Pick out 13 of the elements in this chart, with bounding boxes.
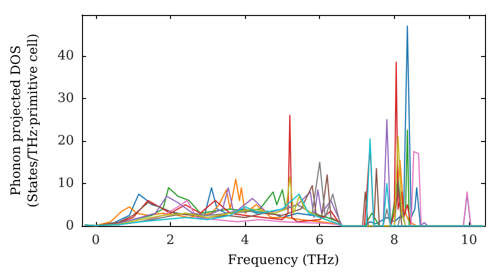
x-tick-label: 8 <box>390 233 398 248</box>
x-tick-label: 0 <box>92 233 100 248</box>
y-tick-label: 40 <box>57 48 74 64</box>
y-tick-label: 30 <box>57 90 74 106</box>
x-tick-label: 2 <box>166 233 175 248</box>
x-tick-label: 4 <box>240 233 250 248</box>
x-tick-label: 6 <box>316 233 324 248</box>
y-tick-label: 20 <box>57 133 74 148</box>
y-tick-label: 0 <box>66 218 74 234</box>
y-tick-label: 10 <box>57 176 74 191</box>
x-axis-title: Frequency (THz) <box>228 252 340 268</box>
y-axis-title: Phonon projected DOS (States/THz·primitive cell) <box>9 33 41 208</box>
x-tick-label: 10 <box>460 233 478 248</box>
